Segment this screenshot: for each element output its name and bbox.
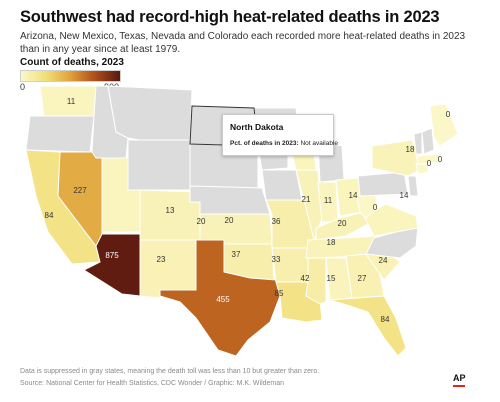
value-label-colorado: 20 [197,217,206,226]
state-florida[interactable] [329,295,407,357]
state-montana[interactable] [107,85,193,141]
value-label-texas: 455 [216,295,230,304]
state-maine[interactable] [429,103,459,147]
value-label-connecticut: 0 [427,159,432,168]
state-new-york[interactable] [371,139,425,177]
state-oregon[interactable] [25,115,95,153]
state-nebraska[interactable] [189,185,271,215]
value-label-arkansas: 33 [272,255,281,264]
value-label-illinois: 21 [302,195,311,204]
state-massachusetts[interactable] [415,153,441,165]
value-label-ohio: 14 [349,191,358,200]
state-pennsylvania[interactable] [357,171,409,197]
ap-logo-underline [453,385,465,387]
tooltip-state-name: North Dakota [230,122,284,132]
value-label-kansas: 20 [225,216,234,225]
tooltip-value: Not available [300,140,339,147]
state-virginia[interactable] [363,203,419,237]
state-new-hampshire[interactable] [421,127,435,155]
tooltip-label: Pct. of deaths in 2023: [230,140,299,147]
value-label-new-york: 18 [406,145,415,154]
state-tooltip: North Dakota Pct. of deaths in 2023: Not… [222,114,338,156]
value-labels-layer: 11 84 227 875 23 455 20 13 20 37 36 33 85 42 15 27 84 24 1… [45,97,451,324]
value-label-massachusetts: 0 [438,155,443,164]
value-label-alabama: 15 [327,274,336,283]
state-new-mexico[interactable] [139,239,197,299]
value-label-indiana: 11 [324,196,333,205]
value-label-tennessee: 18 [327,238,336,247]
value-label-missouri: 36 [272,217,281,226]
value-label-georgia: 27 [358,274,367,283]
value-label-virginia: 14 [400,191,409,200]
state-texas[interactable] [159,239,281,357]
value-label-new-mexico: 23 [157,255,166,264]
value-label-maine: 0 [446,110,451,119]
state-vermont[interactable] [413,131,423,155]
value-label-california: 84 [45,211,54,220]
source-credit: Source: National Center for Health Stati… [20,380,285,387]
value-label-arizona: 875 [105,251,119,260]
ap-logo: AP [453,373,466,383]
value-label-kentucky: 20 [338,219,347,228]
states-layer [25,85,459,357]
value-label-west-virginia: 0 [373,203,378,212]
state-georgia[interactable] [345,253,385,299]
state-iowa[interactable] [261,169,303,201]
state-connecticut[interactable] [415,163,429,175]
legend-color-scale [20,70,121,82]
value-label-oklahoma: 37 [232,250,241,259]
chart-title: Southwest had record-high heat-related d… [20,8,440,26]
value-label-south-carolina: 24 [379,256,388,265]
value-label-washington: 11 [67,97,76,106]
state-new-jersey[interactable] [407,175,419,197]
value-label-mississippi: 42 [301,274,310,283]
value-label-utah: 13 [166,206,175,215]
state-wyoming[interactable] [127,139,191,191]
legend-min-label: 0 [20,82,26,92]
footnote: Data is suppressed in gray states, meani… [20,368,320,375]
tooltip-detail: Pct. of deaths in 2023: Not available [230,140,338,147]
legend-title: Count of deaths, 2023 [20,57,124,68]
value-label-louisiana: 85 [275,289,284,298]
value-label-florida: 84 [381,315,390,324]
chart-subtitle: Arizona, New Mexico, Texas, Nevada and C… [20,31,466,55]
value-label-nevada: 227 [73,186,87,195]
